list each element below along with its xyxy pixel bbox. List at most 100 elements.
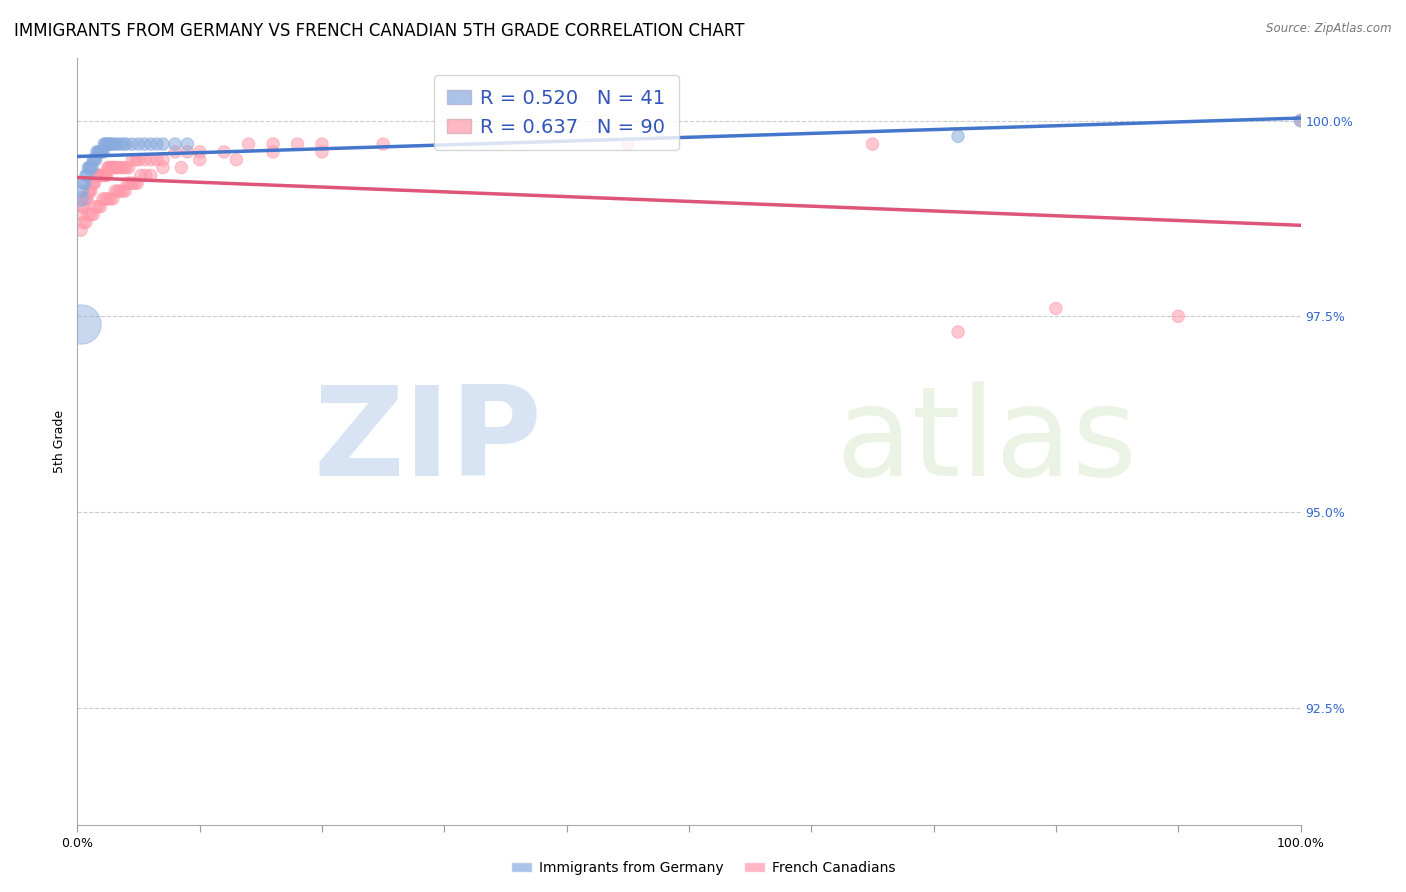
Point xyxy=(80,161,103,175)
Point xyxy=(238,137,260,152)
Point xyxy=(73,176,96,190)
Point xyxy=(98,192,121,206)
Point xyxy=(75,169,97,183)
Point xyxy=(117,176,139,190)
Point xyxy=(91,192,114,206)
Point xyxy=(121,176,143,190)
Point xyxy=(112,137,135,152)
Point xyxy=(98,161,121,175)
Point xyxy=(97,192,120,206)
Point xyxy=(152,161,174,175)
Point xyxy=(70,208,93,222)
Point xyxy=(83,153,105,167)
Point xyxy=(91,169,114,183)
Point xyxy=(1045,301,1067,316)
Point xyxy=(96,169,118,183)
Point xyxy=(86,145,108,159)
Point xyxy=(617,137,640,152)
Point xyxy=(170,161,193,175)
Point xyxy=(72,200,94,214)
Point xyxy=(121,153,143,167)
Point xyxy=(262,137,284,152)
Point xyxy=(139,153,162,167)
Point xyxy=(176,137,198,152)
Point xyxy=(125,153,148,167)
Point xyxy=(165,145,187,159)
Point xyxy=(108,137,131,152)
Point xyxy=(96,137,118,152)
Point xyxy=(139,169,162,183)
Point xyxy=(110,161,132,175)
Point xyxy=(111,184,134,198)
Y-axis label: 5th Grade: 5th Grade xyxy=(52,410,66,473)
Point xyxy=(70,192,93,206)
Point xyxy=(311,145,333,159)
Point xyxy=(94,137,117,152)
Point xyxy=(225,153,247,167)
Point xyxy=(165,137,187,152)
Point xyxy=(112,161,135,175)
Point xyxy=(135,169,157,183)
Point xyxy=(70,200,93,214)
Point xyxy=(100,137,122,152)
Point xyxy=(75,215,97,229)
Point xyxy=(70,317,93,331)
Point xyxy=(82,176,104,190)
Point xyxy=(90,145,112,159)
Point xyxy=(105,137,128,152)
Point xyxy=(127,176,149,190)
Point xyxy=(91,145,114,159)
Point xyxy=(118,176,141,190)
Point xyxy=(93,137,115,152)
Point xyxy=(84,169,107,183)
Point xyxy=(114,184,136,198)
Point xyxy=(212,145,235,159)
Text: Source: ZipAtlas.com: Source: ZipAtlas.com xyxy=(1267,22,1392,36)
Point xyxy=(87,200,110,214)
Point xyxy=(108,184,131,198)
Point xyxy=(87,145,110,159)
Point xyxy=(94,169,117,183)
Text: IMMIGRANTS FROM GERMANY VS FRENCH CANADIAN 5TH GRADE CORRELATION CHART: IMMIGRANTS FROM GERMANY VS FRENCH CANADI… xyxy=(14,22,745,40)
Point xyxy=(100,161,122,175)
Point xyxy=(108,161,131,175)
Point xyxy=(188,153,211,167)
Point xyxy=(90,169,112,183)
Point xyxy=(90,145,112,159)
Point xyxy=(98,161,121,175)
Point xyxy=(76,192,98,206)
Point xyxy=(946,325,969,339)
Point xyxy=(70,223,93,237)
Point xyxy=(94,192,117,206)
Point xyxy=(80,176,103,190)
Point xyxy=(83,176,105,190)
Point xyxy=(152,153,174,167)
Point xyxy=(84,153,107,167)
Point xyxy=(104,161,127,175)
Point xyxy=(176,145,198,159)
Point xyxy=(115,137,138,152)
Point xyxy=(77,208,100,222)
Point xyxy=(77,161,100,175)
Point xyxy=(79,161,101,175)
Point xyxy=(98,137,121,152)
Point xyxy=(287,137,309,152)
Point xyxy=(862,137,884,152)
Point xyxy=(87,169,110,183)
Point xyxy=(89,169,111,183)
Point xyxy=(311,137,333,152)
Point xyxy=(1289,113,1312,128)
Point xyxy=(72,215,94,229)
Point xyxy=(105,161,128,175)
Text: atlas: atlas xyxy=(835,381,1137,502)
Point xyxy=(188,145,211,159)
Point xyxy=(84,200,107,214)
Point xyxy=(82,208,104,222)
Point xyxy=(89,145,111,159)
Point xyxy=(86,169,108,183)
Point xyxy=(1289,113,1312,128)
Point xyxy=(121,137,143,152)
Point xyxy=(79,184,101,198)
Point xyxy=(152,137,174,152)
Point xyxy=(97,161,120,175)
